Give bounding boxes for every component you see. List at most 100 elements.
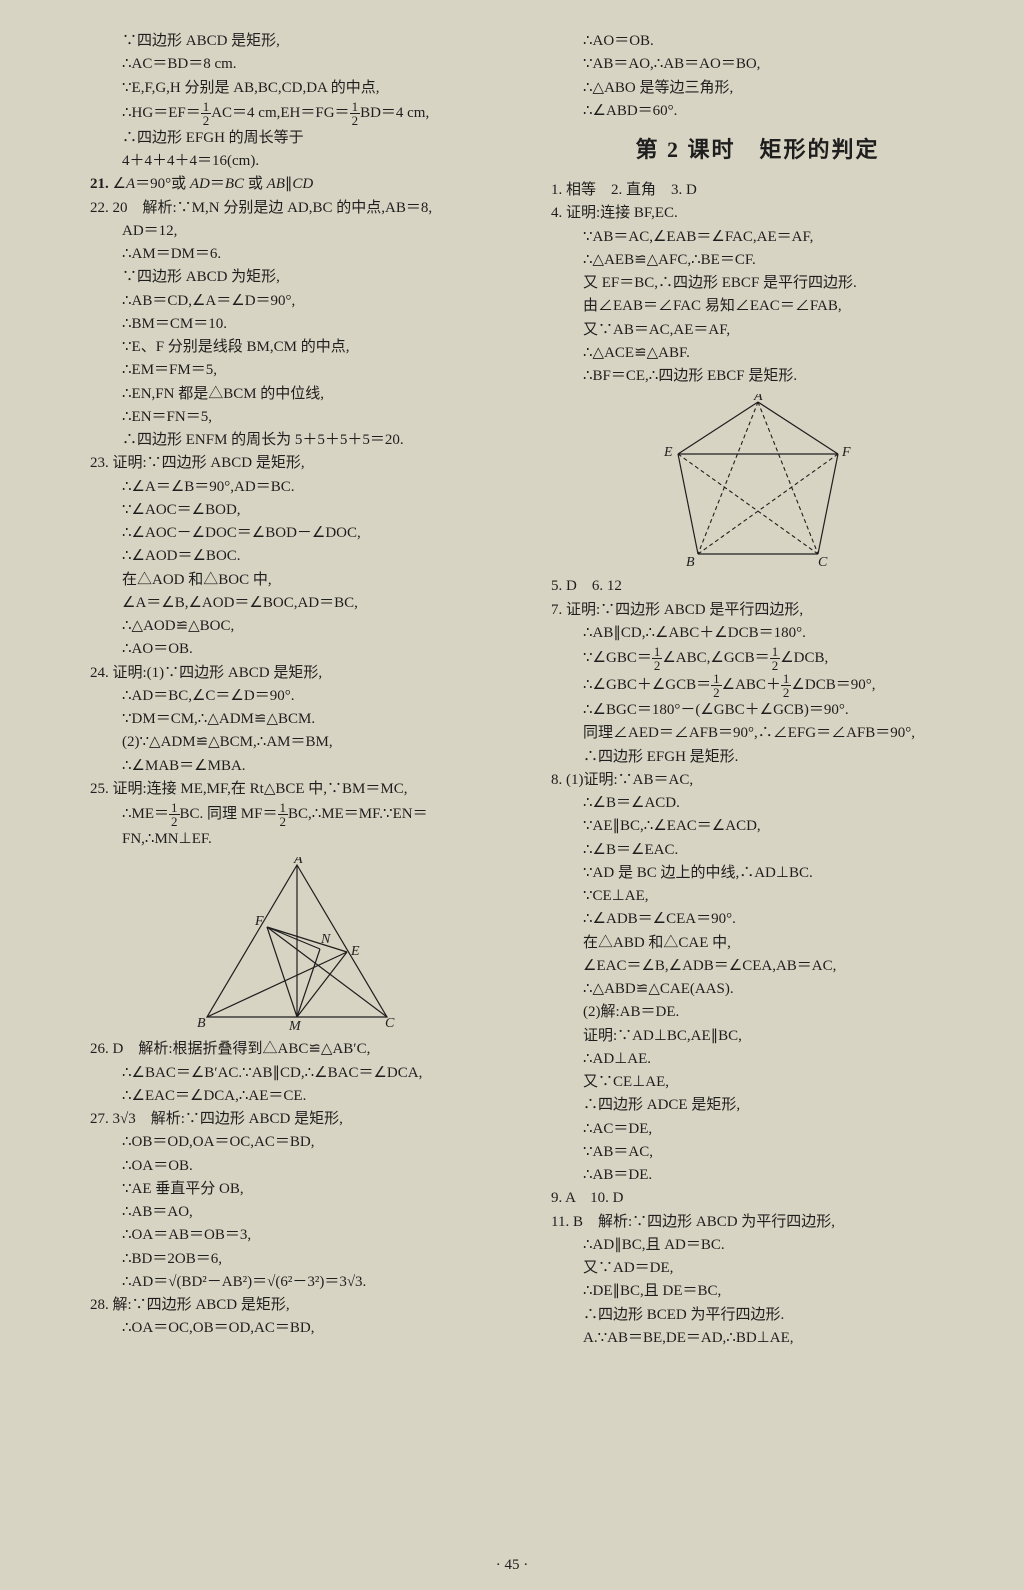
text-line: (2)∵△ADM≌△BCM,∴AM＝BM, [90, 731, 503, 754]
text-line: ∴ME＝12BC. 同理 MF＝12BC,∴ME＝MF.∵EN＝ [90, 801, 503, 828]
q4: 4. 证明:连接 BF,EC. [551, 202, 964, 225]
fraction: 12 [169, 801, 180, 828]
page-number: · 45 · [0, 1557, 1024, 1574]
text-line: FN,∴MN⊥EF. [90, 828, 503, 851]
label-C: C [385, 1016, 395, 1031]
text-line: ∴OA＝AB＝OB＝3, [90, 1224, 503, 1247]
label-C: C [818, 555, 828, 569]
right-column: ∴AO＝OB. ∵AB＝AO,∴AB＝AO＝BO, ∴△ABO 是等边三角形, … [527, 30, 964, 1550]
q24: 24. 证明:(1)∵四边形 ABCD 是矩形, [90, 662, 503, 685]
fraction: 12 [770, 645, 781, 672]
label-B: B [197, 1016, 206, 1031]
text-frag: BC. 同理 MF＝ [180, 806, 278, 822]
qnum: 21. [90, 176, 109, 192]
q26: 26. D 解析:根据折叠得到△ABC≌△AB′C, [90, 1038, 503, 1061]
label-E: E [663, 445, 673, 460]
fraction: 12 [201, 100, 212, 127]
text-line: 又∵AB＝AC,AE＝AF, [551, 319, 964, 342]
text-line: AD＝12, [90, 220, 503, 243]
text-line: ∵E,F,G,H 分别是 AB,BC,CD,DA 的中点, [90, 77, 503, 100]
text-line: 同理∠AED＝∠AFB＝90°,∴∠EFG＝∠AFB＝90°, [551, 722, 964, 745]
text-line: ∴AC＝BD＝8 cm. [90, 53, 503, 76]
text-line: 又∵AD＝DE, [551, 1257, 964, 1280]
q5-6: 5. D 6. 12 [551, 575, 964, 598]
text-line: ∴∠BAC＝∠B′AC.∵AB∥CD,∴∠BAC＝∠DCA, [90, 1062, 503, 1085]
text-line: ∴AD＝√(BD²－AB²)＝√(6²－3²)＝3√3. [90, 1271, 503, 1294]
text-line: ∵∠GBC＝12∠ABC,∠GCB＝12∠DCB, [551, 645, 964, 672]
text-frag: ∴ME＝ [122, 806, 169, 822]
label-A: A [293, 857, 303, 867]
text-line: ∵AB＝AO,∴AB＝AO＝BO, [551, 53, 964, 76]
label-M: M [288, 1019, 302, 1032]
text-line: ∴∠MAB＝∠MBA. [90, 755, 503, 778]
label-E: E [350, 944, 360, 959]
figure-pentagon-EBCF: A E F B C [551, 394, 964, 569]
text-line: ∴EN,FN 都是△BCM 的中位线, [90, 383, 503, 406]
text-line: ∴四边形 ADCE 是矩形, [551, 1094, 964, 1117]
text-line: ∵AD 是 BC 边上的中线,∴AD⊥BC. [551, 862, 964, 885]
fraction: 12 [278, 801, 289, 828]
text-line: ∴HG＝EF＝12AC＝4 cm,EH＝FG＝12BD＝4 cm, [90, 100, 503, 127]
text-line: ∵CE⊥AE, [551, 885, 964, 908]
fraction: 12 [350, 100, 361, 127]
text-line: ∴∠B＝∠EAC. [551, 839, 964, 862]
text-line: ∴AB∥CD,∴∠ABC＋∠DCB＝180°. [551, 622, 964, 645]
text-line: ∴EN＝FN＝5, [90, 406, 503, 429]
text-line: ∴四边形 BCED 为平行四边形. [551, 1304, 964, 1327]
q1-3: 1. 相等 2. 直角 3. D [551, 179, 964, 202]
text-line: ∵AB＝AC,∠EAB＝∠FAC,AE＝AF, [551, 226, 964, 249]
text-line: ∴△ABD≌△CAE(AAS). [551, 978, 964, 1001]
page: ∵四边形 ABCD 是矩形, ∴AC＝BD＝8 cm. ∵E,F,G,H 分别是… [0, 0, 1024, 1590]
q7: 7. 证明:∵四边形 ABCD 是平行四边形, [551, 599, 964, 622]
text-line: ∵∠AOC＝∠BOD, [90, 499, 503, 522]
text-line: ∴四边形 ENFM 的周长为 5＋5＋5＋5＝20. [90, 429, 503, 452]
text-frag: ∠A＝90°或 AD＝BC 或 AB∥CD [113, 176, 314, 192]
text-line: ∵E、F 分别是线段 BM,CM 的中点, [90, 336, 503, 359]
pentagon-diagram: A E F B C [658, 394, 858, 569]
text-line: ∴EM＝FM＝5, [90, 359, 503, 382]
text-line: 在△AOD 和△BOC 中, [90, 569, 503, 592]
text-line: ∴OA＝OC,OB＝OD,AC＝BD, [90, 1317, 503, 1340]
q8: 8. (1)证明:∵AB＝AC, [551, 769, 964, 792]
text-line: ∴∠EAC＝∠DCA,∴AE＝CE. [90, 1085, 503, 1108]
text-line: 又∵CE⊥AE, [551, 1071, 964, 1094]
text-line: ∴四边形 EFGH 是矩形. [551, 746, 964, 769]
text-frag: ∠ABC,∠GCB＝ [662, 650, 769, 666]
text-frag: ∴∠GBC＋∠GCB＝ [583, 677, 711, 693]
text-line: ∴AO＝OB. [90, 638, 503, 661]
text-line: ∴AD＝BC,∠C＝∠D＝90°. [90, 685, 503, 708]
text-line: ∴AB＝CD,∠A＝∠D＝90°, [90, 290, 503, 313]
text-line: ∴AO＝OB. [551, 30, 964, 53]
q11: 11. B 解析:∵四边形 ABCD 为平行四边形, [551, 1211, 964, 1234]
figure-triangle-ABC: A B C M E F N [90, 857, 503, 1032]
q9-10: 9. A 10. D [551, 1187, 964, 1210]
text-frag: ∠DCB, [780, 650, 828, 666]
q25: 25. 证明:连接 ME,MF,在 Rt△BCE 中,∵BM＝MC, [90, 778, 503, 801]
text-frag: ∴HG＝EF＝ [122, 105, 201, 121]
triangle-diagram: A B C M E F N [197, 857, 397, 1032]
text-line: ∴AB＝DE. [551, 1164, 964, 1187]
text-line: ∴∠AOC－∠DOC＝∠BOD－∠DOC, [90, 522, 503, 545]
q23: 23. 证明:∵四边形 ABCD 是矩形, [90, 452, 503, 475]
text-line: ∠EAC＝∠B,∠ADB＝∠CEA,AB＝AC, [551, 955, 964, 978]
text-frag: ∠DCB＝90°, [791, 677, 875, 693]
text-line: ∴BF＝CE,∴四边形 EBCF 是矩形. [551, 365, 964, 388]
text-line: A.∵AB＝BE,DE＝AD,∴BD⊥AE, [551, 1327, 964, 1350]
text-line: ∴OB＝OD,OA＝OC,AC＝BD, [90, 1131, 503, 1154]
text-frag: ∵∠GBC＝ [583, 650, 652, 666]
text-line: ∴∠A＝∠B＝90°,AD＝BC. [90, 476, 503, 499]
text-line: ∴DE∥BC,且 DE＝BC, [551, 1280, 964, 1303]
text-line: ∴BM＝CM＝10. [90, 313, 503, 336]
section-heading: 第 2 课时 矩形的判定 [551, 133, 964, 167]
text-line: 4＋4＋4＋4＝16(cm). [90, 150, 503, 173]
left-column: ∵四边形 ABCD 是矩形, ∴AC＝BD＝8 cm. ∵E,F,G,H 分别是… [90, 30, 527, 1550]
text-frag: AC＝4 cm,EH＝FG＝ [211, 105, 349, 121]
text-line: ∴△ACE≌△ABF. [551, 342, 964, 365]
text-line: ∴AD⊥AE. [551, 1048, 964, 1071]
text-line: ∴△AEB≌△AFC,∴BE＝CF. [551, 249, 964, 272]
label-N: N [320, 932, 331, 947]
q28: 28. 解:∵四边形 ABCD 是矩形, [90, 1294, 503, 1317]
text-line: ∵四边形 ABCD 为矩形, [90, 266, 503, 289]
text-line: ∴∠AOD＝∠BOC. [90, 545, 503, 568]
text-line: ∴∠B＝∠ACD. [551, 792, 964, 815]
